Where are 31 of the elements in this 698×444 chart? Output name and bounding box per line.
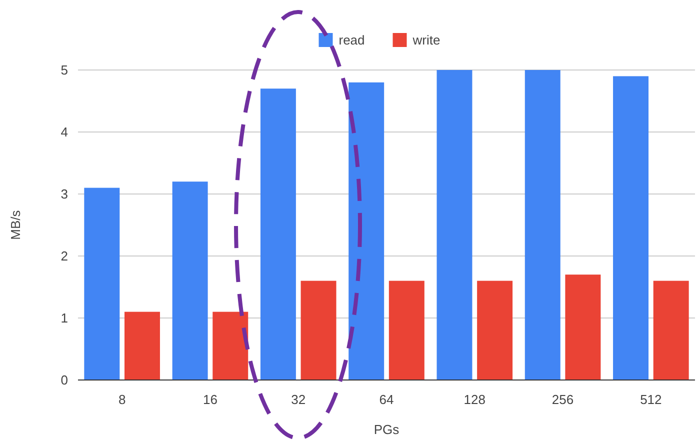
y-tick-label: 1 (60, 310, 68, 326)
x-tick-label: 512 (640, 392, 662, 407)
bar (172, 182, 208, 380)
bar (388, 280, 424, 380)
bar (653, 280, 689, 380)
bar (84, 188, 120, 380)
bar (212, 312, 248, 380)
bar (300, 280, 336, 380)
bar (613, 76, 649, 380)
x-tick-label: 16 (202, 392, 218, 407)
x-tick-label: 256 (552, 392, 574, 407)
bar (565, 274, 601, 380)
bar (477, 280, 513, 380)
y-tick-label: 0 (60, 372, 68, 388)
y-tick-label: 3 (60, 186, 68, 202)
x-tick-label: 8 (118, 392, 126, 407)
x-tick-label: 128 (464, 392, 486, 407)
bar (348, 82, 384, 380)
bar (436, 70, 472, 380)
bar (260, 88, 296, 380)
x-axis-title: PGs (374, 422, 400, 437)
x-tick-label: 32 (291, 392, 306, 407)
legend-label: read (338, 32, 365, 48)
y-tick-label: 2 (60, 248, 68, 264)
y-axis-title: MB/s (8, 210, 23, 240)
bar (124, 312, 160, 380)
y-tick-label: 5 (60, 62, 68, 78)
bar (524, 70, 560, 380)
legend-label: write (412, 32, 440, 48)
y-tick-label: 4 (60, 124, 68, 140)
x-tick-label: 64 (379, 392, 394, 407)
